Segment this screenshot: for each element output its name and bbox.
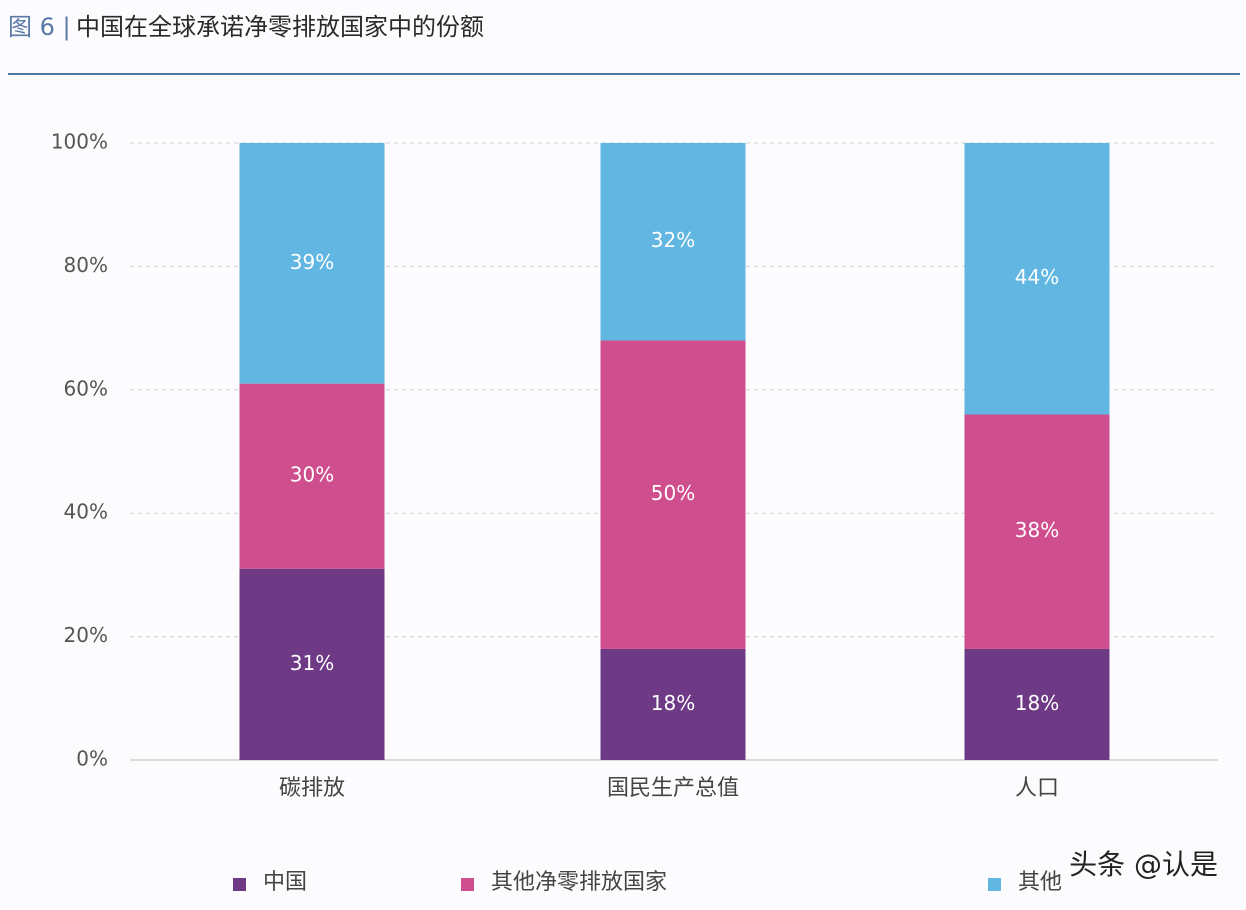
value-label: 18% bbox=[651, 691, 695, 715]
value-label: 30% bbox=[290, 463, 334, 487]
y-tick-label: 100% bbox=[51, 130, 108, 154]
legend-label: 中国 bbox=[263, 870, 307, 895]
legend-label: 其他净零排放国家 bbox=[491, 870, 667, 895]
value-label: 31% bbox=[290, 651, 334, 675]
value-label: 50% bbox=[651, 481, 695, 505]
bar-segment bbox=[239, 383, 385, 569]
bar-segment bbox=[600, 340, 746, 649]
chart-title: 中国在全球承诺净零排放国家中的份额 bbox=[76, 13, 484, 41]
legend-label: 其他 bbox=[1018, 870, 1062, 895]
bar-segment bbox=[239, 568, 385, 760]
bar-segment bbox=[239, 143, 385, 384]
legend-swatch bbox=[461, 878, 474, 891]
bar-segment bbox=[964, 143, 1110, 415]
y-tick-label: 40% bbox=[64, 500, 108, 524]
bar-segment bbox=[964, 648, 1110, 760]
bar-segment bbox=[964, 414, 1110, 649]
legend-swatch bbox=[233, 878, 246, 891]
value-label: 39% bbox=[290, 250, 334, 274]
y-tick-label: 20% bbox=[64, 623, 108, 647]
bar-segment bbox=[600, 143, 746, 341]
y-tick-label: 60% bbox=[64, 376, 108, 400]
x-tick-label: 碳排放 bbox=[279, 776, 345, 801]
y-tick-label: 80% bbox=[64, 253, 108, 277]
title-prefix: 图 6 | bbox=[8, 13, 71, 41]
value-label: 44% bbox=[1015, 265, 1059, 289]
bar-segment bbox=[600, 648, 746, 760]
watermark: 头条 @认是 bbox=[1069, 848, 1218, 881]
y-tick-label: 0% bbox=[76, 747, 108, 771]
value-label: 18% bbox=[1015, 691, 1059, 715]
value-label: 32% bbox=[651, 228, 695, 252]
x-tick-label: 人口 bbox=[1015, 776, 1059, 801]
value-label: 38% bbox=[1015, 518, 1059, 542]
x-tick-label: 国民生产总值 bbox=[607, 776, 739, 801]
legend-swatch bbox=[988, 878, 1001, 891]
